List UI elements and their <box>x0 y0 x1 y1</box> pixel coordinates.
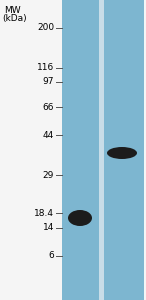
Text: 200: 200 <box>37 23 54 32</box>
Text: (kDa): (kDa) <box>2 14 27 23</box>
Bar <box>64 0 99 300</box>
Text: 44: 44 <box>43 130 54 140</box>
Bar <box>104 0 142 300</box>
Bar <box>62 0 144 300</box>
Text: 116: 116 <box>37 64 54 73</box>
Text: 14: 14 <box>43 224 54 232</box>
Text: MW: MW <box>4 6 21 15</box>
Ellipse shape <box>107 147 137 159</box>
Text: 97: 97 <box>42 77 54 86</box>
Text: 6: 6 <box>48 251 54 260</box>
Bar <box>99 0 104 300</box>
Ellipse shape <box>68 210 92 226</box>
Text: 18.4: 18.4 <box>34 208 54 217</box>
Text: 66: 66 <box>42 103 54 112</box>
Text: 29: 29 <box>43 170 54 179</box>
